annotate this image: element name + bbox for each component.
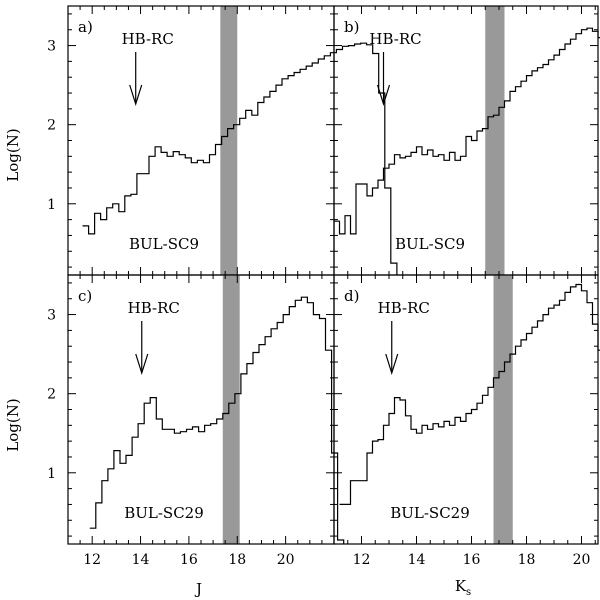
hb-rc-arrow-head: [385, 353, 399, 375]
histogram-series: [334, 27, 600, 235]
y-tick-label: 2: [47, 387, 56, 403]
x-tick-label: 16: [180, 552, 198, 568]
histogram-series: [89, 296, 345, 544]
field-name: BUL-SC29: [390, 504, 470, 522]
y-tick-label: 3: [47, 308, 56, 324]
xlabel-right-sub: s: [466, 587, 471, 598]
x-tick-label: 12: [353, 552, 371, 568]
x-tick-label: 18: [518, 552, 536, 568]
panel-a: 1 2 3 a) HB-RC BUL-SC9: [47, 5, 398, 276]
hb-rc-annotation: HB-RC: [128, 299, 180, 317]
panel-d: 12 14 16 18 20 d) HB-RC BUL-SC29: [333, 274, 600, 568]
panel-letter: d): [344, 287, 359, 305]
shaded-band: [222, 275, 240, 544]
histogram-series: [339, 283, 600, 505]
panel-letter: c): [78, 287, 92, 305]
y-tick-label: 3: [47, 39, 56, 55]
x-tick-label: 20: [573, 552, 591, 568]
panel-b: b) HB-RC BUL-SC9: [333, 5, 600, 276]
y-tick-label: 2: [47, 118, 56, 134]
panel-letter: b): [344, 18, 359, 36]
field-name: BUL-SC9: [395, 235, 465, 253]
x-tick-label: 20: [277, 552, 295, 568]
y-tick-label: 1: [47, 466, 56, 482]
panel-frame: [333, 274, 599, 545]
panel-frame: [67, 5, 335, 276]
x-tick-label: 16: [463, 552, 481, 568]
ylabel-bottom: Log(N): [4, 398, 22, 451]
hb-rc-arrow-head: [129, 84, 143, 106]
hb-rc-arrow-head: [135, 353, 149, 375]
x-tick-label: 18: [228, 552, 246, 568]
shaded-band: [220, 6, 238, 275]
xlabel-right-main: K: [455, 577, 467, 595]
shaded-band: [493, 275, 513, 544]
y-tick-label: 1: [47, 197, 56, 213]
hb-rc-annotation: HB-RC: [369, 30, 421, 48]
xlabel-left: J: [194, 580, 202, 598]
panel-letter: a): [78, 18, 93, 36]
x-tick-label: 12: [83, 552, 101, 568]
hb-rc-annotation: HB-RC: [122, 30, 174, 48]
ylabel-top: Log(N): [4, 128, 22, 181]
hb-rc-arrow-head: [376, 84, 391, 106]
shaded-band: [485, 6, 505, 275]
xlabel-right: Ks: [455, 577, 471, 598]
x-tick-label: 14: [408, 552, 426, 568]
histogram-series: [82, 42, 398, 275]
x-tick-label: 14: [132, 552, 150, 568]
field-name: BUL-SC9: [129, 235, 199, 253]
hb-rc-annotation: HB-RC: [378, 299, 430, 317]
field-name: BUL-SC29: [124, 504, 204, 522]
